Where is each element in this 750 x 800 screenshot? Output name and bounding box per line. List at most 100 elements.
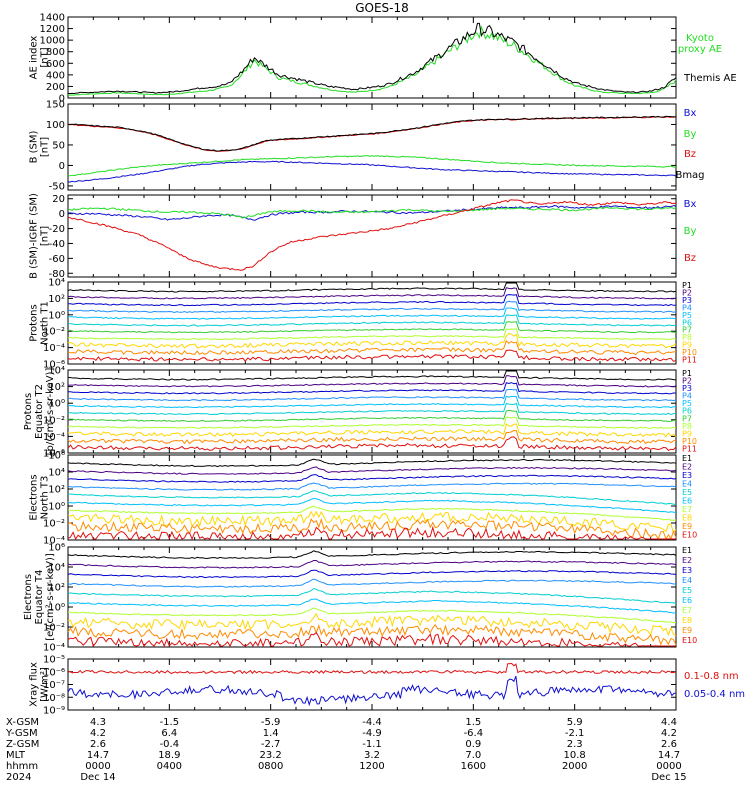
y-tick-label: 10⁰ <box>48 502 65 513</box>
y-tick-label: 0 <box>59 209 65 220</box>
y-tick-label: 10⁰ <box>48 603 65 614</box>
y-tick-label: 10⁻² <box>43 415 65 426</box>
xaxis-cell-y: 6.4 <box>161 728 177 739</box>
y-tick-label: 10⁻⁴ <box>43 343 65 354</box>
series-line-xray-long <box>67 662 677 675</box>
y-tick-label: 50 <box>52 140 65 151</box>
y-tick-label: 10⁻⁸ <box>43 693 65 704</box>
legend-channel-e3: E3 <box>682 566 692 575</box>
legend-channel-e9: E9 <box>682 522 692 531</box>
y-axis-label: B (SM) [nT] <box>29 130 51 163</box>
legend-item-by: By <box>684 129 697 140</box>
y-tick-label: 0 <box>59 161 65 172</box>
xaxis-cell-mlt: 10.8 <box>564 750 586 761</box>
legend-channel-e5: E5 <box>682 488 692 497</box>
legend-channel-e4: E4 <box>682 480 692 489</box>
y-tick-label: 1400 <box>40 13 65 24</box>
legend-channel-e5: E5 <box>682 586 692 595</box>
channel-line-e9 <box>67 517 677 541</box>
legend-channel-p6: P6 <box>682 318 692 327</box>
y-tick-label: 1000 <box>40 36 65 47</box>
channel-line-e9 <box>67 623 677 646</box>
legend-channel-p11: P11 <box>682 356 697 365</box>
xaxis-cell-hhmm: 0000 <box>656 761 681 772</box>
y-tick-label: 10⁻² <box>43 327 65 338</box>
channel-line-p7 <box>67 409 677 423</box>
y-tick-label: 200 <box>46 82 65 93</box>
y-tick-label: 150 <box>46 100 65 111</box>
y-axis-label-line: [e/(cm²-s-sr-keV)] <box>45 553 56 641</box>
xaxis-cell-y: -4.9 <box>362 728 382 739</box>
y-axis-label: Xray flux [W/m²] <box>29 662 51 707</box>
xaxis-row-label: MLT <box>6 750 26 761</box>
panel-frame <box>67 16 677 99</box>
y-tick-label: 10⁻² <box>43 519 65 530</box>
y-tick-label: 10⁻⁶ <box>43 667 65 678</box>
xaxis-cell-z: -2.7 <box>261 739 281 750</box>
y-tick-label: 10⁶ <box>48 451 65 462</box>
legend-channel-p10: P10 <box>682 437 697 446</box>
legend-channel-p2: P2 <box>682 288 692 297</box>
y-axis-label: Protons North T1 <box>29 301 51 345</box>
channel-line-e10 <box>67 525 676 541</box>
channel-line-e3 <box>67 569 677 579</box>
xaxis-cell-hhmm: 0800 <box>258 761 283 772</box>
legend-channel-e1: E1 <box>682 454 692 463</box>
panel-3: 200-20-40-60-80B (SM)-IGRF (SM) [nT]BxByB… <box>29 193 697 280</box>
series-line-bz <box>68 199 677 271</box>
xaxis-cell-hhmm: 0000 <box>85 761 110 772</box>
legend-channel-p10: P10 <box>682 348 697 357</box>
channel-line-e5 <box>67 490 677 506</box>
legend-channel-p8: P8 <box>682 422 692 431</box>
channel-line-p11 <box>67 436 677 452</box>
series-line-by <box>67 155 676 177</box>
xaxis-cell-hhmm: 2000 <box>562 761 587 772</box>
legend-channel-p8: P8 <box>682 333 692 342</box>
y-tick-label: 10⁻⁴ <box>43 432 65 443</box>
legend-item-kyoto: Kyoto <box>686 33 714 44</box>
xaxis-cell-z: 0.9 <box>465 739 481 750</box>
y-tick-label: -60 <box>49 254 65 265</box>
y-axis-label: Protons Equator T2 [p/(cm²-s-sr-keV)] <box>23 368 56 456</box>
y-axis-label-line: North T3 <box>40 476 51 520</box>
chart-title: GOES-18 <box>355 1 409 15</box>
xaxis-cell-hhmm: 1600 <box>461 761 486 772</box>
y-tick-label: 0 <box>59 94 65 105</box>
legend-channel-p6: P6 <box>682 407 692 416</box>
y-axis-label-line: Protons <box>23 393 34 430</box>
channel-line-p11 <box>67 349 677 362</box>
channel-line-p10 <box>67 339 677 356</box>
legend-channel-p7: P7 <box>682 326 692 335</box>
panel-frame <box>67 103 677 191</box>
y-axis-label: Electrons Equator T4 [e/(cm²-s-sr-keV)] <box>23 553 56 641</box>
xaxis-cell-z: 2.3 <box>567 739 583 750</box>
channel-line-e2 <box>67 560 677 569</box>
legend-channel-p1: P1 <box>682 369 692 378</box>
channel-line-p5 <box>67 395 677 409</box>
channel-line-p3 <box>68 294 676 307</box>
xaxis-cell-mlt: 23.2 <box>260 750 282 761</box>
panel-frame <box>67 658 677 711</box>
series-line-themis-ae <box>68 22 677 95</box>
xaxis-cell-mlt: 3.2 <box>364 750 380 761</box>
legend-channel-e10: E10 <box>682 636 697 645</box>
y-axis-label-line: Equator T2 <box>34 384 45 439</box>
xaxis-cell-mlt: 7.0 <box>465 750 481 761</box>
channel-line-e1 <box>67 458 677 468</box>
xaxis-cell-hhmm: 1200 <box>359 761 384 772</box>
legend-channel-e3: E3 <box>682 471 692 480</box>
legend-channel-e9: E9 <box>682 626 692 635</box>
series-line-kyoto-proxy-ae <box>67 25 677 96</box>
y-tick-label: 10² <box>48 485 65 496</box>
y-tick-label: 10⁰ <box>48 310 65 321</box>
channel-line-p6 <box>67 314 677 327</box>
y-tick-label: -40 <box>49 239 65 250</box>
channel-line-e6 <box>67 598 676 614</box>
channel-line-e4 <box>67 482 677 491</box>
legend-channel-p2: P2 <box>682 377 692 386</box>
xaxis-row-label: X-GSM <box>6 717 39 728</box>
legend-channel-e4: E4 <box>682 576 692 585</box>
legend-item-bz: Bz <box>684 253 696 264</box>
